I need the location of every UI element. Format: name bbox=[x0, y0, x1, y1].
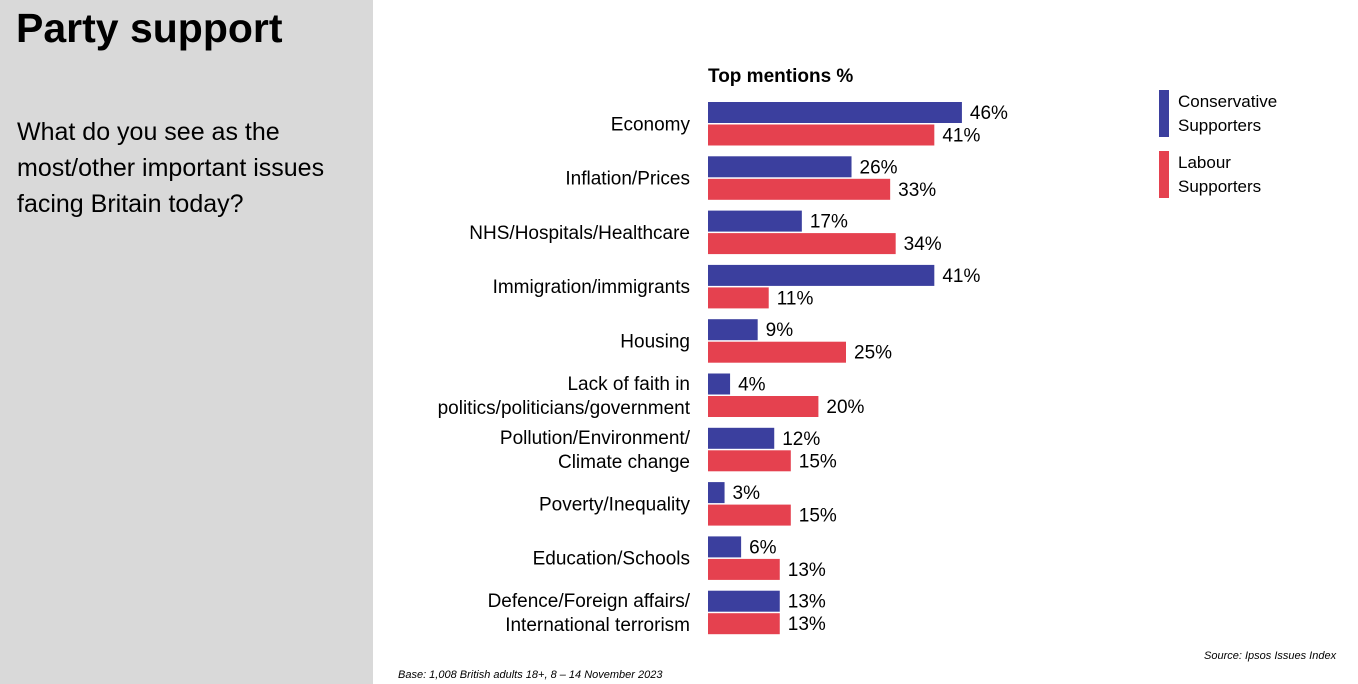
category-label-line: Economy bbox=[611, 114, 691, 135]
value-label-conservative: 41% bbox=[942, 266, 980, 287]
category-label-line: NHS/Hospitals/Healthcare bbox=[469, 223, 690, 244]
bar-chart: Economy46%41%Inflation/Prices26%33%NHS/H… bbox=[438, 102, 1008, 636]
bar-conservative bbox=[708, 210, 802, 232]
value-label-labour: 11% bbox=[777, 288, 814, 309]
bar-labour bbox=[708, 613, 780, 635]
category-label: Inflation/Prices bbox=[565, 169, 690, 190]
bar-conservative bbox=[708, 373, 731, 395]
category-label-line: Defence/Foreign affairs/ bbox=[488, 591, 691, 612]
value-label-conservative: 17% bbox=[810, 212, 848, 233]
legend-label-conservative: Conservative Supporters bbox=[1178, 92, 1278, 135]
bar-labour bbox=[708, 558, 780, 580]
value-label-conservative: 4% bbox=[738, 375, 766, 396]
bar-conservative bbox=[708, 156, 852, 178]
bar-conservative bbox=[708, 482, 725, 504]
bar-labour bbox=[708, 233, 896, 255]
value-label-conservative: 6% bbox=[749, 537, 777, 558]
survey-question: What do you see as the most/other import… bbox=[17, 118, 325, 218]
bar-conservative bbox=[708, 590, 780, 612]
category-label-line: International terrorism bbox=[505, 615, 690, 636]
category-label: Immigration/immigrants bbox=[493, 277, 690, 298]
value-label-labour: 41% bbox=[942, 126, 980, 147]
category-label-line: Poverty/Inequality bbox=[539, 494, 691, 515]
bar-labour bbox=[708, 124, 935, 146]
value-label-labour: 15% bbox=[799, 451, 837, 472]
value-label-labour: 33% bbox=[898, 180, 936, 201]
category-label-line: Lack of faith in bbox=[567, 374, 690, 395]
category-label: Lack of faith in politics/politicians/gov… bbox=[438, 374, 691, 419]
value-label-labour: 13% bbox=[788, 560, 826, 581]
category-label: Economy bbox=[611, 114, 691, 135]
legend-label-labour: Labour Supporters bbox=[1178, 153, 1262, 196]
category-label-line: Immigration/immigrants bbox=[493, 277, 690, 298]
value-label-conservative: 46% bbox=[970, 103, 1008, 124]
bar-conservative bbox=[708, 319, 758, 341]
category-label-line: Education/Schools bbox=[533, 549, 690, 570]
bar-conservative bbox=[708, 427, 775, 449]
category-label: Pollution/Environment/Climate change bbox=[500, 428, 691, 473]
bar-labour bbox=[708, 504, 791, 526]
base-note: Base: 1,008 British adults 18+, 8 – 14 N… bbox=[398, 669, 663, 681]
value-label-conservative: 12% bbox=[782, 429, 820, 450]
sidebar-panel: Party support What do you see as the mos… bbox=[0, 0, 373, 684]
category-label: Education/Schools bbox=[533, 549, 690, 570]
category-label-line: politics/politicians/government bbox=[438, 398, 691, 419]
category-label: NHS/Hospitals/Healthcare bbox=[469, 223, 690, 244]
category-label: Defence/Foreign affairs/International te… bbox=[488, 591, 691, 636]
bar-labour bbox=[708, 341, 846, 363]
bar-conservative bbox=[708, 102, 962, 123]
category-label-line: Pollution/Environment/ bbox=[500, 428, 691, 449]
value-label-conservative: 9% bbox=[766, 320, 794, 341]
value-label-labour: 20% bbox=[826, 397, 864, 418]
value-label-conservative: 13% bbox=[788, 592, 826, 613]
bar-conservative bbox=[708, 536, 742, 558]
bar-labour bbox=[708, 287, 769, 309]
value-label-labour: 13% bbox=[788, 614, 826, 635]
page-title: Party support bbox=[16, 5, 283, 51]
category-label: Poverty/Inequality bbox=[539, 494, 691, 515]
value-label-conservative: 3% bbox=[733, 483, 761, 504]
category-label: Housing bbox=[620, 331, 690, 352]
source-note: Source: Ipsos Issues Index bbox=[1204, 650, 1337, 662]
category-label-line: Climate change bbox=[558, 452, 690, 473]
category-label-line: Housing bbox=[620, 331, 690, 352]
bar-labour bbox=[708, 396, 819, 417]
value-label-labour: 15% bbox=[799, 506, 837, 527]
bar-labour bbox=[708, 450, 791, 472]
bar-labour bbox=[708, 178, 891, 200]
value-label-labour: 25% bbox=[854, 343, 892, 364]
chart-title: Top mentions % bbox=[708, 66, 854, 87]
legend-swatch-conservative bbox=[1159, 90, 1169, 137]
legend-swatch-labour bbox=[1159, 151, 1169, 198]
value-label-labour: 34% bbox=[904, 234, 942, 255]
bar-conservative bbox=[708, 264, 935, 286]
category-label-line: Inflation/Prices bbox=[565, 169, 690, 190]
value-label-conservative: 26% bbox=[860, 157, 898, 178]
